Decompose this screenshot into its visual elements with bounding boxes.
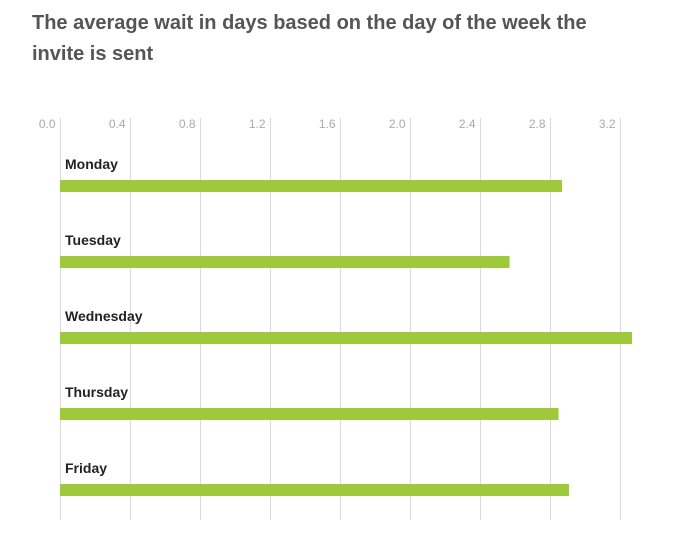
x-tick-label: 1.6 (319, 117, 336, 131)
bars (60, 180, 632, 496)
x-tick-label: 0.4 (109, 117, 126, 131)
bar-thursday (60, 408, 559, 420)
bar-tuesday (60, 256, 510, 268)
x-tick-label: 3.2 (599, 117, 616, 131)
category-label-monday: Monday (65, 156, 118, 172)
x-axis-ticks: 0.0 0.4 0.8 1.2 1.6 2.0 2.4 2.8 3.2 (39, 117, 616, 131)
bar-friday (60, 484, 570, 496)
x-tick-label: 0.8 (179, 117, 196, 131)
chart-title: The average wait in days based on the da… (32, 12, 587, 65)
gridlines (60, 118, 621, 520)
category-label-wednesday: Wednesday (65, 308, 143, 324)
x-tick-label: 0.0 (39, 117, 56, 131)
x-tick-label: 2.0 (389, 117, 406, 131)
bar-wednesday (60, 332, 632, 344)
category-label-thursday: Thursday (65, 384, 128, 400)
category-label-tuesday: Tuesday (65, 232, 121, 248)
x-tick-label: 2.4 (459, 117, 476, 131)
bar-monday (60, 180, 563, 192)
category-label-friday: Friday (65, 460, 107, 476)
x-tick-label: 1.2 (249, 117, 266, 131)
x-tick-label: 2.8 (529, 117, 546, 131)
category-labels: Monday Tuesday Wednesday Thursday Friday (65, 156, 143, 476)
